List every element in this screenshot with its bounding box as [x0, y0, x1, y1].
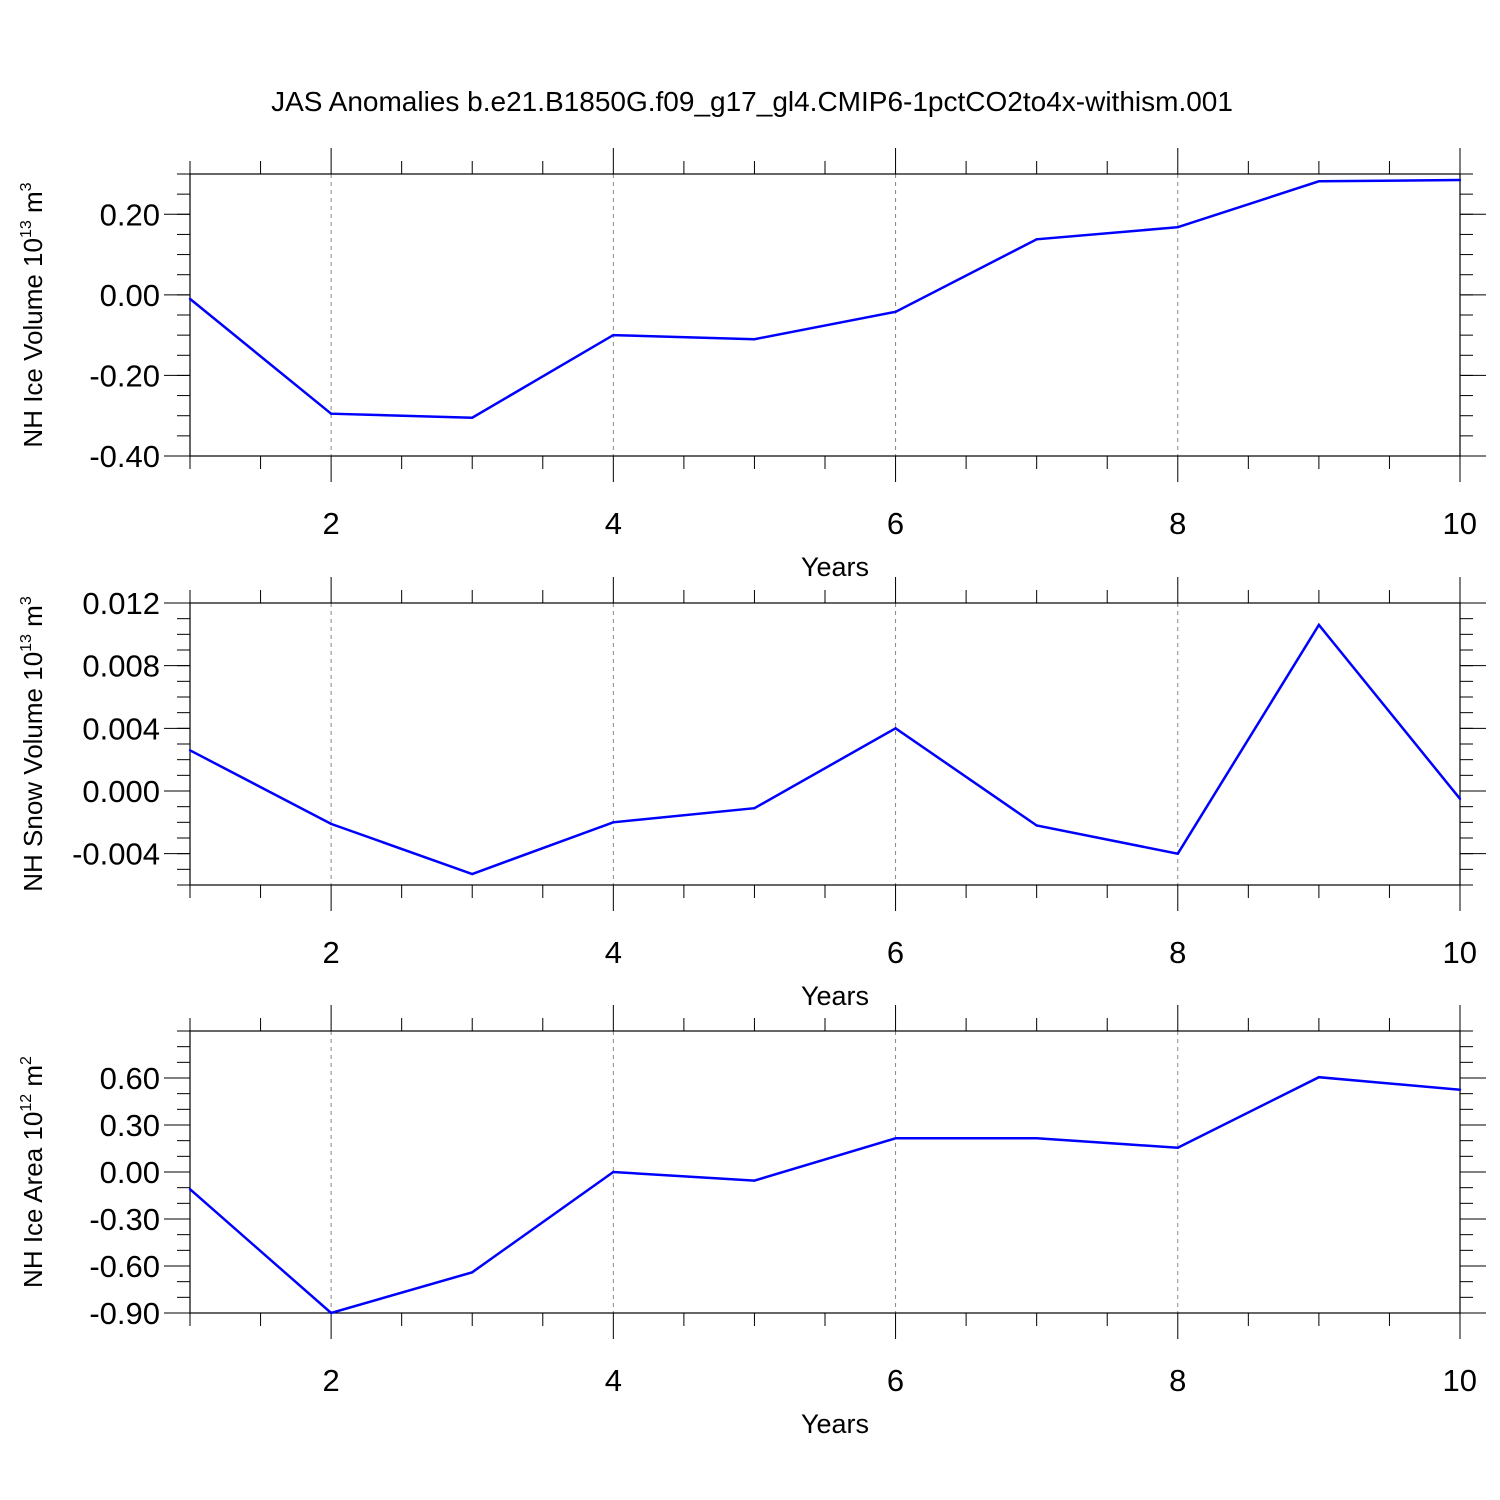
- y-axis-label-unit: m: [18, 191, 48, 220]
- data-point: [1176, 852, 1179, 855]
- data-point: [1317, 623, 1321, 627]
- figure-title: JAS Anomalies b.e21.B1850G.f09_g17_gl4.C…: [271, 86, 1233, 117]
- data-point: [1176, 225, 1179, 229]
- data-point: [753, 1179, 756, 1182]
- data-point: [894, 1137, 897, 1140]
- x-tick-label: 6: [887, 1363, 904, 1398]
- x-tick-label: 4: [605, 506, 622, 541]
- y-axis-label-unit: m: [18, 605, 48, 634]
- x-tick-label: 8: [1169, 1363, 1186, 1398]
- y-tick-label: 0.00: [100, 1155, 160, 1190]
- y-axis-label-exponent: 13: [18, 220, 35, 238]
- data-point: [1176, 1146, 1179, 1149]
- y-axis-label: NH Ice Area 1012 m2: [18, 1056, 48, 1288]
- y-tick-label: 0.000: [82, 774, 160, 809]
- series-line: [189, 1075, 1461, 1315]
- data-point: [612, 821, 615, 824]
- data-point: [894, 727, 897, 730]
- y-tick-label: -0.20: [89, 358, 160, 393]
- y-tick-label: -0.60: [89, 1249, 160, 1284]
- y-axis-label: NH Ice Volume 1013 m3: [18, 182, 48, 447]
- data-point: [471, 1271, 474, 1274]
- y-axis-label-unit-exponent: 2: [18, 1056, 35, 1065]
- series-line: [189, 622, 1461, 876]
- y-tick-label: 0.012: [82, 586, 160, 621]
- data-point: [612, 333, 615, 337]
- y-axis-label-unit: m: [18, 1065, 48, 1094]
- x-tick-label: 4: [605, 1363, 622, 1398]
- data-point: [1317, 1076, 1321, 1079]
- y-axis-label-text: NH Ice Area 10: [18, 1112, 48, 1288]
- data-point: [1317, 180, 1321, 183]
- data-point: [471, 416, 474, 419]
- x-axis-label: Years: [801, 552, 869, 582]
- x-tick-label: 10: [1443, 935, 1477, 970]
- data-point: [471, 872, 474, 876]
- plot-frame: [189, 1030, 1461, 1314]
- x-axis-label: Years: [801, 981, 869, 1011]
- x-tick-label: 4: [605, 935, 622, 970]
- x-tick-label: 2: [322, 935, 339, 970]
- y-tick-label: 0.30: [100, 1108, 160, 1143]
- y-tick-label: -0.90: [89, 1296, 160, 1331]
- data-point: [894, 310, 897, 313]
- x-tick-label: 6: [887, 506, 904, 541]
- data-point: [1035, 238, 1038, 241]
- data-point: [1035, 1137, 1038, 1140]
- chart-panel-2: -0.004 0.000 0.004 0.008 0.012 2 4 6 8 10 Years NH …: [18, 577, 1486, 1011]
- x-axis-label: Years: [801, 1409, 869, 1439]
- x-tick-label: 2: [322, 1363, 339, 1398]
- y-axis-label-exponent: 13: [18, 634, 35, 652]
- data-point: [1035, 824, 1038, 827]
- data-point: [753, 807, 756, 810]
- y-axis-label-text: NH Ice Volume 10: [18, 238, 48, 448]
- data-point: [329, 822, 333, 826]
- y-axis-label-unit-exponent: 3: [18, 182, 35, 191]
- data-point: [1458, 797, 1462, 801]
- y-tick-label: 0.60: [100, 1061, 160, 1096]
- plot-frame: [189, 173, 1461, 457]
- data-point: [1458, 1088, 1462, 1091]
- data-point: [753, 337, 756, 341]
- y-tick-label: -0.004: [72, 837, 160, 872]
- y-tick-label: 0.20: [100, 197, 160, 232]
- x-tick-label: 2: [322, 506, 339, 541]
- x-tick-label: 10: [1443, 1363, 1477, 1398]
- x-tick-label: 10: [1443, 506, 1477, 541]
- data-point: [329, 1311, 333, 1315]
- y-axis-label-exponent: 12: [18, 1094, 35, 1112]
- y-tick-label: 0.008: [82, 649, 160, 684]
- y-axis-label-unit-exponent: 3: [18, 596, 35, 605]
- data-point: [1458, 178, 1462, 182]
- x-tick-label: 8: [1169, 935, 1186, 970]
- y-tick-label: 0.00: [100, 278, 160, 313]
- data-point: [612, 1170, 615, 1174]
- y-tick-label: -0.40: [89, 439, 160, 474]
- x-tick-label: 8: [1169, 506, 1186, 541]
- data-point: [188, 1188, 192, 1191]
- y-axis-label: NH Snow Volume 1013 m3: [18, 596, 48, 892]
- chart-panel-1: -0.40 -0.20 0.00 0.20 2 4 6 8 10 Years NH Ice Volu…: [18, 148, 1486, 582]
- data-point: [188, 749, 192, 752]
- x-tick-label: 6: [887, 935, 904, 970]
- y-axis-label-text: NH Snow Volume 10: [18, 652, 48, 892]
- data-point: [188, 297, 192, 301]
- y-tick-label: 0.004: [82, 711, 160, 746]
- y-tick-label: -0.30: [89, 1202, 160, 1237]
- chart-panel-3: -0.90 -0.60 -0.30 0.00 0.30 0.60 2 4 6 8 10 Years NH…: [18, 1005, 1486, 1439]
- data-point: [329, 412, 333, 415]
- series-line: [189, 178, 1461, 419]
